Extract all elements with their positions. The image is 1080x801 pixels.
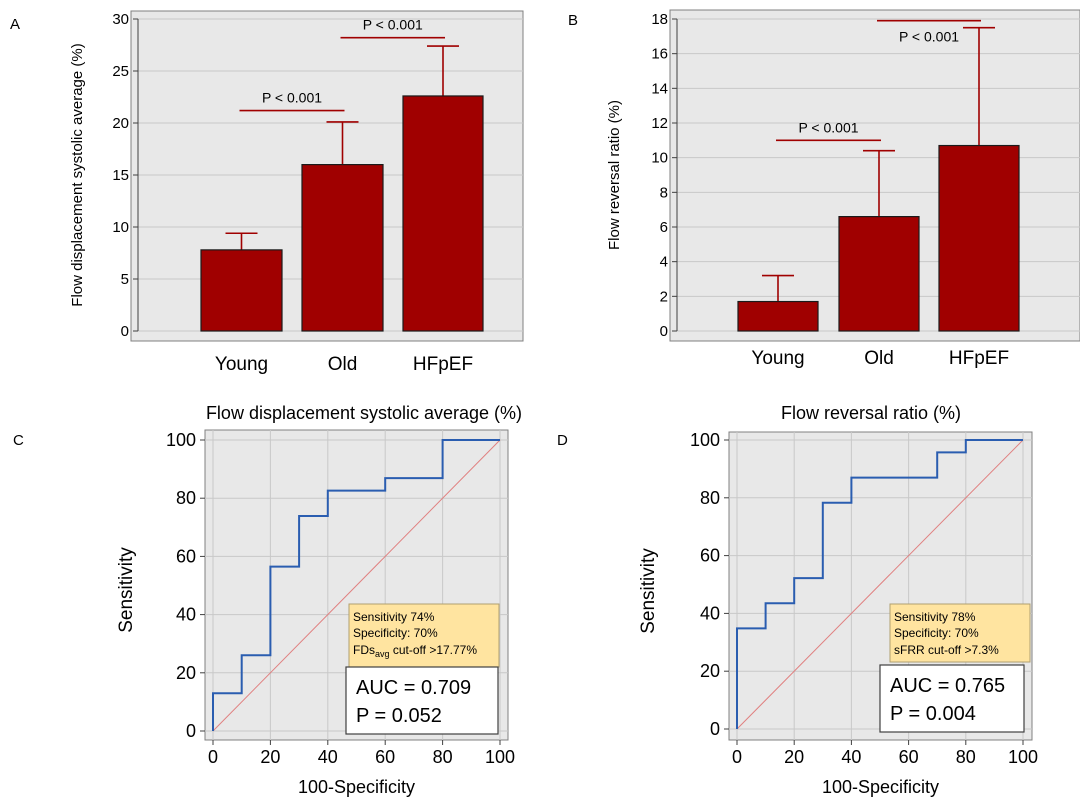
y-tick-label: 100 — [690, 430, 720, 450]
y-tick-label: 60 — [700, 546, 720, 566]
auc-frame — [879, 664, 1025, 733]
category-label: Old — [864, 348, 894, 369]
chart-title: Flow reversal ratio (%) — [781, 403, 961, 423]
bar-hfpef — [402, 95, 484, 332]
y-tick-label: 5 — [121, 271, 129, 288]
y-tick-label: 40 — [176, 605, 196, 625]
y-tick-label: 4 — [660, 254, 668, 271]
bar-old — [301, 164, 384, 332]
cutoff-value: cut-off >17.77% — [390, 643, 478, 657]
bar-chart-b: 0 2 4 6 8 10 12 14 16 18 Young Old HFpEF P < 0.001 P <… — [606, 9, 1080, 369]
cutoff-annotation: Sensitivity 78% Specificity: 70% sFRR cut-… — [889, 603, 1031, 663]
x-tick-label: 20 — [784, 747, 804, 767]
bar-old — [838, 216, 920, 332]
annotation-sensitivity: Sensitivity 74% — [353, 610, 435, 624]
auc-box: AUC = 0.765 P = 0.004 — [879, 664, 1025, 733]
bar-hfpef — [938, 144, 1020, 332]
y-tick-label: 0 — [186, 721, 196, 741]
y-axis-title: Flow reversal ratio (%) — [606, 100, 623, 250]
annotation-sensitivity: Sensitivity 78% — [894, 610, 976, 624]
y-tick-label: 16 — [651, 46, 668, 63]
y-tick-label: 40 — [700, 603, 720, 623]
reference-diagonal — [736, 439, 1024, 730]
x-axis-title: 100-Specificity — [298, 777, 415, 797]
x-tick-label: 100 — [485, 747, 515, 767]
x-tick-label: 60 — [375, 747, 395, 767]
y-tick-label: 18 — [651, 11, 668, 28]
y-tick-label: 20 — [700, 661, 720, 681]
x-tick-label: 40 — [318, 747, 338, 767]
cutoff-label: sFRR cut-off >7.3% — [894, 643, 999, 657]
annotation-cutoff: FDsavg cut-off >17.77% — [353, 643, 477, 659]
roc-curve — [736, 439, 1023, 729]
x-tick-label: 80 — [956, 747, 976, 767]
y-tick-label: 6 — [660, 219, 668, 236]
p-value: P = 0.004 — [890, 703, 976, 725]
x-tick-label: 60 — [899, 747, 919, 767]
panel-label-b: B — [568, 12, 578, 29]
y-tick-label: 2 — [660, 288, 668, 305]
bar-young — [200, 249, 283, 332]
y-tick-label: 60 — [176, 546, 196, 566]
y-tick-label: 14 — [651, 80, 668, 97]
auc-value: AUC = 0.765 — [890, 675, 1005, 697]
significance-label: P < 0.001 — [798, 119, 858, 135]
category-label: HFpEF — [949, 348, 1009, 369]
y-tick-label: 25 — [112, 63, 129, 80]
cutoff-annotation: Sensitivity 74% Specificity: 70% FDsavg cu… — [348, 603, 500, 668]
annotation-specificity: Specificity: 70% — [353, 626, 438, 640]
auc-box: AUC = 0.709 P = 0.052 — [345, 666, 499, 735]
roc-curve — [212, 439, 500, 731]
y-tick-label: 80 — [176, 488, 196, 508]
y-tick-label: 100 — [166, 430, 196, 450]
y-tick-label: 10 — [112, 219, 129, 236]
x-tick-label: 80 — [433, 747, 453, 767]
p-value: P = 0.052 — [356, 705, 442, 727]
y-axis-title: Flow displacement systolic average (%) — [69, 43, 86, 306]
category-label: Young — [751, 348, 804, 369]
y-tick-label: 80 — [700, 488, 720, 508]
panel-label-c: C — [13, 432, 24, 449]
y-tick-label: 15 — [112, 167, 129, 184]
y-tick-label: 0 — [710, 719, 720, 739]
y-axis-title: Sensitivity — [116, 547, 137, 633]
auc-value: AUC = 0.709 — [356, 677, 471, 699]
significance-label: P < 0.001 — [262, 90, 322, 106]
y-tick-label: 0 — [121, 323, 129, 340]
x-tick-label: 100 — [1008, 747, 1038, 767]
x-tick-label: 0 — [208, 747, 218, 767]
y-tick-label: 20 — [176, 663, 196, 683]
auc-frame — [345, 666, 499, 735]
y-tick-label: 8 — [660, 184, 668, 201]
panel-label-a: A — [10, 16, 20, 33]
bar-chart-a: 0 5 10 15 20 25 30 Young Old HFpEF P < 0.001 P < 0.… — [69, 10, 524, 375]
category-label: Young — [215, 354, 268, 375]
cutoff-label: FDs — [353, 643, 375, 657]
x-tick-label: 20 — [260, 747, 280, 767]
significance-label: P < 0.001 — [363, 17, 423, 33]
significance-label: P < 0.001 — [899, 29, 959, 45]
x-tick-label: 40 — [841, 747, 861, 767]
annotation-cutoff: sFRR cut-off >7.3% — [894, 643, 999, 657]
panel-label-d: D — [557, 432, 568, 449]
category-label: Old — [328, 354, 358, 375]
category-label: HFpEF — [413, 354, 473, 375]
y-axis-title: Sensitivity — [638, 548, 659, 634]
x-tick-label: 0 — [732, 747, 742, 767]
y-tick-label: 20 — [112, 115, 129, 132]
y-tick-label: 10 — [651, 150, 668, 167]
y-tick-label: 0 — [660, 323, 668, 340]
x-axis-title: 100-Specificity — [822, 777, 939, 797]
annotation-specificity: Specificity: 70% — [894, 626, 979, 640]
y-tick-label: 30 — [112, 11, 129, 28]
annotation-box — [889, 603, 1031, 663]
chart-title: Flow displacement systolic average (%) — [206, 403, 522, 423]
bar-young — [737, 300, 819, 332]
y-tick-label: 12 — [651, 115, 668, 132]
reference-diagonal — [212, 439, 501, 732]
cutoff-subscript: avg — [375, 649, 390, 659]
